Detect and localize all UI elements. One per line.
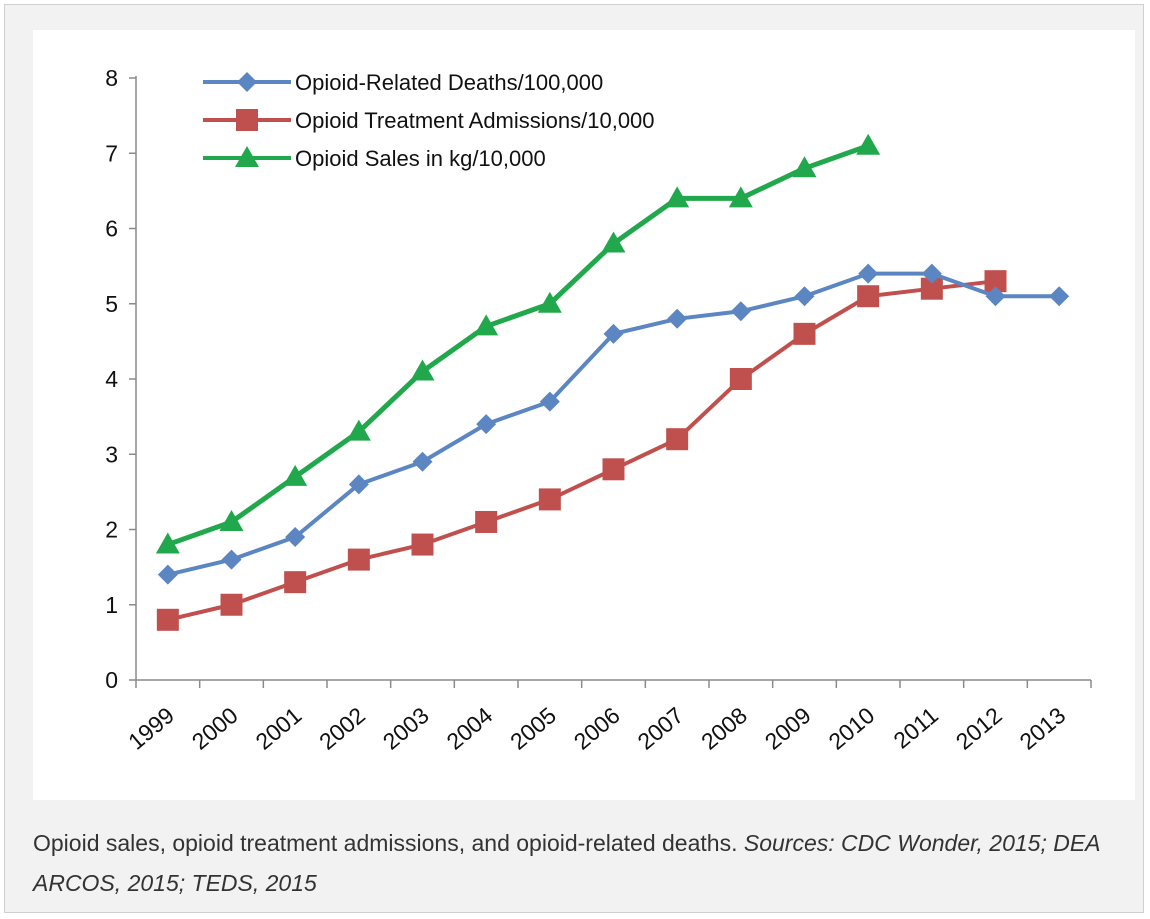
data-point-diamond (348, 474, 369, 495)
series-line-square (167, 279, 996, 622)
data-point-square (984, 270, 1007, 293)
x-tick-label: 2009 (760, 702, 816, 755)
legend-label: Opioid Treatment Admissions/10,000 (295, 108, 655, 133)
data-point-triangle (155, 532, 180, 554)
data-point-square (793, 322, 816, 345)
data-point-diamond (603, 323, 624, 344)
data-point-square (538, 488, 561, 511)
caption-sources: Sources: CDC Wonder, 2015; DEA ARCOS, 20… (33, 830, 1100, 896)
y-tick-label: 0 (105, 667, 118, 693)
x-tick-label: 2006 (569, 702, 625, 755)
legend-label: Opioid-Related Deaths/100,000 (295, 70, 603, 95)
x-tick-label: 2005 (505, 702, 561, 755)
data-point-square (857, 285, 880, 308)
figure-caption: Opioid sales, opioid treatment admission… (33, 823, 1123, 903)
x-tick-label: 2007 (632, 702, 688, 755)
data-point-square (284, 571, 307, 594)
data-point-diamond (667, 308, 688, 329)
data-point-diamond (985, 286, 1006, 307)
x-tick-label: 2013 (1014, 702, 1070, 755)
data-point-triangle (601, 231, 626, 253)
data-point-triangle (792, 156, 817, 178)
data-point-diamond (157, 564, 178, 585)
data-point-triangle (537, 291, 562, 313)
series-line-diamond (167, 271, 1060, 577)
y-tick-label: 3 (105, 441, 118, 467)
x-tick-label: 1999 (123, 702, 179, 755)
data-point-square (666, 428, 689, 451)
y-tick-label: 4 (105, 366, 118, 392)
series-line-triangle (166, 143, 870, 547)
data-point-square (475, 510, 498, 533)
data-point-diamond (858, 263, 879, 284)
data-point-square (156, 608, 179, 631)
data-point-triangle (346, 419, 371, 441)
figure-frame: 0 1 2 3 4 5 6 7 8 1999 2000 2001 2002 2003 2004 2005 200… (4, 4, 1144, 913)
y-tick-label: 1 (105, 592, 118, 618)
x-tick-label: 2002 (314, 702, 370, 755)
data-point-diamond (794, 286, 815, 307)
data-point-triangle (219, 509, 244, 531)
data-point-diamond (539, 391, 560, 412)
x-tick-label: 2003 (378, 702, 434, 755)
data-point-diamond (921, 263, 942, 284)
legend-marker (237, 72, 257, 92)
legend-marker (235, 146, 259, 167)
x-tick-label: 2008 (696, 702, 752, 755)
legend-label: Opioid Sales in kg/10,000 (295, 146, 546, 171)
x-tick-label: 2001 (250, 702, 306, 755)
caption-text: Opioid sales, opioid treatment admission… (33, 830, 738, 856)
data-point-diamond (1049, 286, 1070, 307)
x-tick-label: 2011 (888, 702, 943, 754)
data-point-triangle (474, 314, 499, 336)
y-tick-label: 5 (105, 291, 118, 317)
chart-area: 0 1 2 3 4 5 6 7 8 1999 2000 2001 2002 2003 2004 2005 200… (33, 30, 1135, 800)
data-point-diamond (285, 527, 306, 548)
x-tick-label: 2000 (187, 702, 243, 755)
data-point-diamond (221, 549, 242, 570)
x-tick-label: 2012 (951, 702, 1007, 755)
data-point-diamond (476, 414, 497, 435)
x-tick-label: 2010 (823, 702, 879, 755)
y-tick-label: 6 (105, 216, 118, 242)
y-tick-label: 7 (105, 140, 118, 166)
data-point-square (220, 593, 243, 616)
y-tick-label: 2 (105, 517, 118, 543)
data-point-triangle (728, 186, 753, 208)
data-point-diamond (730, 301, 751, 322)
legend-marker (236, 109, 258, 131)
x-tick-label: 2004 (441, 702, 497, 755)
data-point-square (602, 458, 625, 481)
data-point-square (347, 548, 370, 571)
y-tick-label: 8 (105, 65, 118, 91)
data-point-triangle (665, 186, 690, 208)
data-point-diamond (412, 451, 433, 472)
data-point-square (411, 533, 434, 556)
data-point-triangle (283, 464, 308, 486)
data-point-square (920, 277, 943, 300)
data-point-square (729, 368, 752, 390)
data-point-triangle (410, 359, 435, 381)
data-point-triangle (856, 133, 881, 155)
